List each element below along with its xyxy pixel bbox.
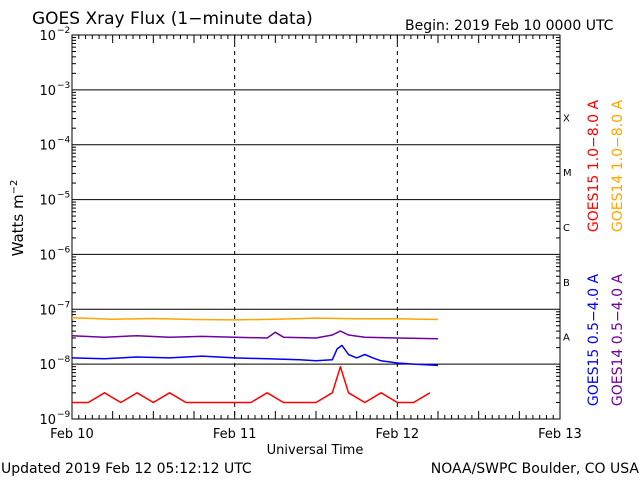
flare-class-labels: X M C B A [563, 113, 572, 343]
legend-entry: GOES14 0.5−4.0 A [610, 274, 626, 407]
flare-class-label: M [563, 168, 572, 179]
legend: GOES15 1.0−8.0 A GOES14 1.0−8.0 A GOES15 0… [586, 100, 626, 407]
y-tick-label: 10 [39, 358, 56, 373]
credit-label: NOAA/SWPC Boulder, CO USA [431, 461, 640, 477]
y-tick-label: 10 [39, 303, 56, 318]
y-axis-label: Watts m−2 [9, 180, 27, 257]
x-tick-label: Feb 11 [213, 427, 257, 442]
y-axis-label-exp: −2 [9, 180, 20, 195]
begin-label: Begin: 2019 Feb 10 0000 UTC [405, 18, 614, 34]
y-tick-label: 10 [39, 139, 56, 154]
y-tick-label: 10 [39, 194, 56, 209]
y-tick-label: 10 [39, 248, 56, 263]
x-tick-labels: Feb 10 Feb 11 Feb 12 Feb 13 [50, 427, 582, 442]
y-tick-labels: 10−210−310−410−510−610−710−810−9 [39, 26, 70, 428]
series-line [71, 317, 439, 321]
series-line [71, 330, 439, 340]
y-tick-label-exp: −8 [57, 355, 71, 365]
flare-class-label: C [563, 223, 570, 234]
legend-entry: GOES15 1.0−8.0 A [586, 100, 602, 233]
y-tick-label-exp: −6 [57, 245, 71, 255]
legend-entry: GOES15 0.5−4.0 A [586, 274, 602, 407]
y-tick-label-exp: −7 [57, 300, 70, 310]
chart-title: GOES Xray Flux (1−minute data) [32, 9, 313, 29]
updated-label: Updated 2019 Feb 12 05:12:12 UTC [1, 461, 252, 477]
y-tick-label-exp: −2 [57, 26, 70, 36]
y-tick-label: 10 [39, 84, 56, 99]
x-axis-label: Universal Time [267, 443, 364, 458]
y-tick-label: 10 [39, 29, 56, 44]
x-tick-label: Feb 10 [50, 427, 94, 442]
y-tick-label: 10 [39, 413, 56, 428]
x-tick-label: Feb 12 [375, 427, 419, 442]
series-line [71, 344, 439, 367]
y-tick-label-exp: −9 [57, 410, 71, 420]
series-line [72, 365, 431, 404]
y-tick-label-exp: −4 [57, 136, 71, 146]
plot-frame [71, 34, 561, 420]
flare-class-label: A [563, 333, 570, 344]
x-tick-label: Feb 13 [538, 427, 582, 442]
flare-class-label: B [563, 278, 570, 289]
legend-entry: GOES14 1.0−8.0 A [610, 100, 626, 233]
flare-class-label: X [563, 113, 570, 124]
y-tick-label-exp: −3 [57, 81, 70, 91]
plot-area [71, 34, 561, 420]
y-tick-label-exp: −5 [57, 191, 70, 201]
